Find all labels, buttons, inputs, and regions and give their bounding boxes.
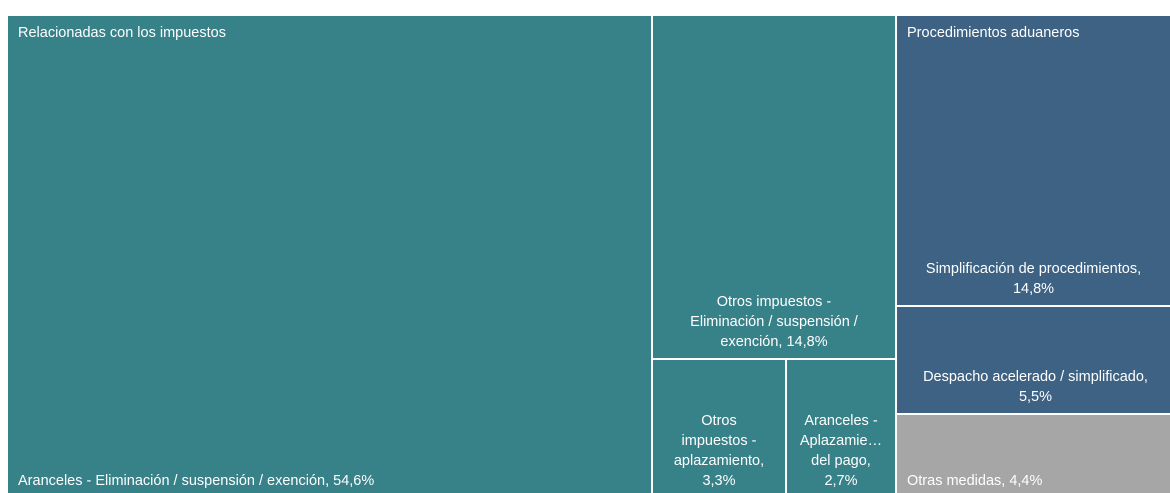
tile-despacho-acelerado: Despacho acelerado / simplificado, 5,5% bbox=[897, 307, 1170, 413]
tile-label: Simplificación de procedimientos, 14,8% bbox=[925, 261, 1142, 297]
tile-otros-impuestos-aplazamiento: Otros impuestos - aplazamiento, 3,3% bbox=[653, 360, 785, 493]
group-label-aduaneros: Procedimientos aduaneros bbox=[907, 25, 1080, 41]
tile-otras-medidas: Otras medidas, 4,4% bbox=[897, 415, 1170, 493]
tile-label: Otras medidas, 4,4% bbox=[907, 473, 1043, 489]
tile-otros-impuestos-eliminacion: Otros impuestos - Eliminación / suspensió… bbox=[653, 16, 895, 358]
tile-aranceles-aplazamiento: Aranceles - Aplazamie… del pago, 2,7% bbox=[787, 360, 895, 493]
tile-label: Otros impuestos - Eliminación / suspensió… bbox=[690, 294, 858, 350]
tile-label: Aranceles - Aplazamie… del pago, 2,7% bbox=[799, 413, 883, 489]
group-label-impuestos: Relacionadas con los impuestos bbox=[18, 25, 226, 41]
tile-label: Otros impuestos - aplazamiento, 3,3% bbox=[673, 413, 765, 489]
tile-label: Aranceles - Eliminación / suspensión / e… bbox=[18, 473, 375, 489]
tile-aranceles-eliminacion: Aranceles - Eliminación / suspensión / e… bbox=[8, 16, 651, 493]
tile-simplificacion-procedimientos: Simplificación de procedimientos, 14,8% bbox=[897, 16, 1170, 305]
tile-label: Despacho acelerado / simplificado, 5,5% bbox=[923, 369, 1148, 405]
